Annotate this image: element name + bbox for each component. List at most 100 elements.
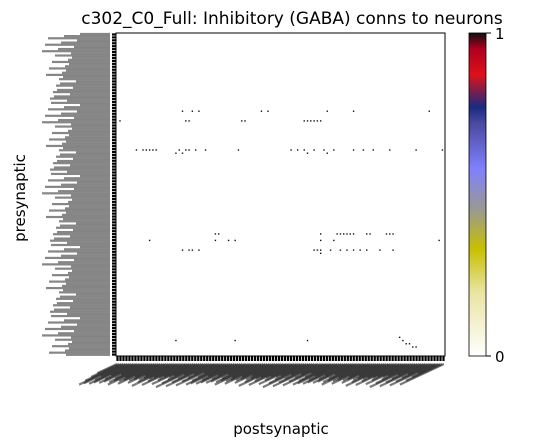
y-tick-label <box>64 319 110 322</box>
plot-area <box>116 33 445 356</box>
matrix-cell <box>145 149 148 151</box>
y-tick-label <box>46 286 110 290</box>
y-tick-label <box>54 308 110 311</box>
y-tick-label <box>53 91 110 94</box>
y-tick-label <box>46 144 110 148</box>
matrix-cell <box>244 120 246 122</box>
matrix-cell <box>346 249 348 251</box>
matrix-cell <box>188 249 190 251</box>
y-tick-label <box>56 226 110 229</box>
matrix-cell <box>389 149 391 151</box>
y-tick-label <box>52 131 110 135</box>
y-tick-label <box>64 177 110 180</box>
matrix-cell <box>198 110 200 112</box>
matrix-cell <box>175 339 177 342</box>
y-tick-label <box>51 243 110 247</box>
matrix-cell <box>415 346 417 348</box>
y-tick-label <box>55 267 110 270</box>
y-tick-label <box>65 278 110 281</box>
y-tick-label <box>63 218 110 221</box>
y-tick-label <box>70 164 110 167</box>
matrix-cell <box>237 149 240 151</box>
matrix-cell <box>428 110 430 112</box>
y-tick-label <box>68 129 110 132</box>
y-tick-label <box>69 205 110 208</box>
y-tick-label <box>45 256 110 260</box>
y-tick-label <box>63 75 110 79</box>
y-tick-label <box>58 119 110 122</box>
y-tick-label <box>51 101 110 104</box>
y-tick-label <box>80 246 110 249</box>
matrix-cell <box>148 149 151 151</box>
matrix-cell <box>438 239 440 242</box>
matrix-cell <box>405 343 407 345</box>
y-tick-label <box>73 299 110 303</box>
matrix-cell <box>412 346 414 348</box>
y-tick-label <box>76 151 110 154</box>
matrix-cell <box>366 249 368 251</box>
y-tick-label <box>70 306 110 309</box>
y-tick-label <box>52 345 110 348</box>
y-tick-label <box>52 202 110 206</box>
y-tick-label <box>64 35 110 38</box>
matrix-cell <box>241 120 243 122</box>
matrix-cell <box>346 233 348 235</box>
y-tick-label <box>52 60 110 64</box>
matrix-cell <box>379 249 381 251</box>
matrix-cell <box>408 343 411 345</box>
y-tick-label <box>74 187 110 191</box>
y-tick-label <box>69 63 110 66</box>
matrix-cell <box>333 239 335 242</box>
y-tick-label <box>66 69 110 72</box>
y-tick-label <box>70 235 110 238</box>
y-tick-label <box>64 106 110 109</box>
y-tick-label <box>57 88 110 92</box>
matrix-cell <box>181 152 184 154</box>
y-tick-label <box>42 334 110 337</box>
y-tick-label <box>65 65 110 68</box>
y-tick-label <box>50 168 110 171</box>
x-tick-label <box>399 363 445 386</box>
matrix-cell <box>339 249 342 251</box>
y-tick-label <box>74 45 110 48</box>
matrix-cell <box>323 149 325 151</box>
y-tick-label <box>74 258 110 262</box>
y-tick-label <box>77 39 110 42</box>
y-tick-label <box>72 340 110 344</box>
matrix-cell <box>191 249 194 251</box>
matrix-cell <box>310 120 312 122</box>
matrix-cell <box>188 149 190 151</box>
matrix-cell <box>316 120 319 122</box>
matrix-cell <box>336 233 338 235</box>
y-tick-label <box>71 265 110 268</box>
x-tick-labels <box>78 363 445 389</box>
y-tick-label <box>48 250 110 253</box>
matrix-cell <box>339 233 342 235</box>
matrix-cell <box>175 152 177 154</box>
y-tick-label <box>61 254 110 257</box>
y-tick-label <box>51 172 110 176</box>
y-tick-label <box>62 213 110 216</box>
y-tick-label <box>62 142 110 145</box>
y-tick-labels <box>42 32 110 356</box>
y-tick-label <box>69 134 110 137</box>
matrix-cell <box>234 339 236 342</box>
y-tick-label <box>67 312 110 316</box>
y-tick-label <box>49 209 110 212</box>
matrix-cell <box>352 233 355 235</box>
y-tick-label <box>71 52 110 55</box>
y-tick-label <box>59 220 110 223</box>
y-tick-label <box>54 166 110 169</box>
y-tick-label <box>68 200 110 204</box>
y-tick-label <box>50 239 110 242</box>
matrix-cell <box>343 233 345 235</box>
y-tick-label <box>66 140 110 143</box>
y-tick-label <box>66 211 110 214</box>
colorbar-tick-label: 0 <box>495 348 505 366</box>
y-tick-label <box>67 241 110 244</box>
matrix-cell <box>290 149 292 151</box>
matrix-cell <box>214 233 217 235</box>
matrix-cell <box>398 336 401 339</box>
matrix-cell <box>319 239 322 242</box>
